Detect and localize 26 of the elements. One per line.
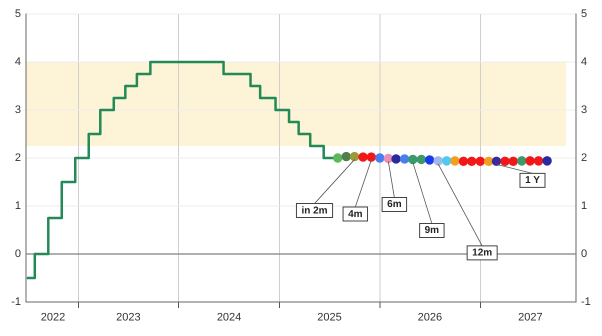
x-tick-label: 2023 <box>116 312 141 324</box>
annotation: in 2m <box>301 205 328 216</box>
y-tick-label: 3 <box>14 104 21 116</box>
y2-tick-label: -1 <box>581 296 591 308</box>
y-tick-label: 2 <box>14 152 21 164</box>
y2-tick-label: 2 <box>581 152 588 164</box>
y-tick-label: 4 <box>14 56 21 68</box>
y2-tick-label: 1 <box>581 200 588 212</box>
x-tick-label: 2026 <box>418 312 442 324</box>
y2-tick-label: 3 <box>581 104 588 116</box>
y2-tick-label: 4 <box>581 56 588 68</box>
y-tick-label: 0 <box>14 248 21 260</box>
annotation: 4m <box>348 208 363 220</box>
x-tick-label: 2025 <box>317 312 342 324</box>
annotation: 6m <box>387 199 402 210</box>
y2-tick-label: 5 <box>581 8 588 20</box>
x-tick-label: 2024 <box>216 312 242 324</box>
x-tick-label: 2022 <box>40 312 66 324</box>
y-tick-label: -1 <box>11 296 21 308</box>
y-tick-label: 1 <box>14 200 21 212</box>
annotation: 12m <box>472 248 492 259</box>
x-tick-label: 2027 <box>518 312 543 324</box>
annotation: 9m <box>424 225 440 236</box>
y-tick-label: 5 <box>14 8 21 20</box>
y2-tick-label: 0 <box>581 248 588 260</box>
annotation: 1 Y <box>525 175 540 186</box>
